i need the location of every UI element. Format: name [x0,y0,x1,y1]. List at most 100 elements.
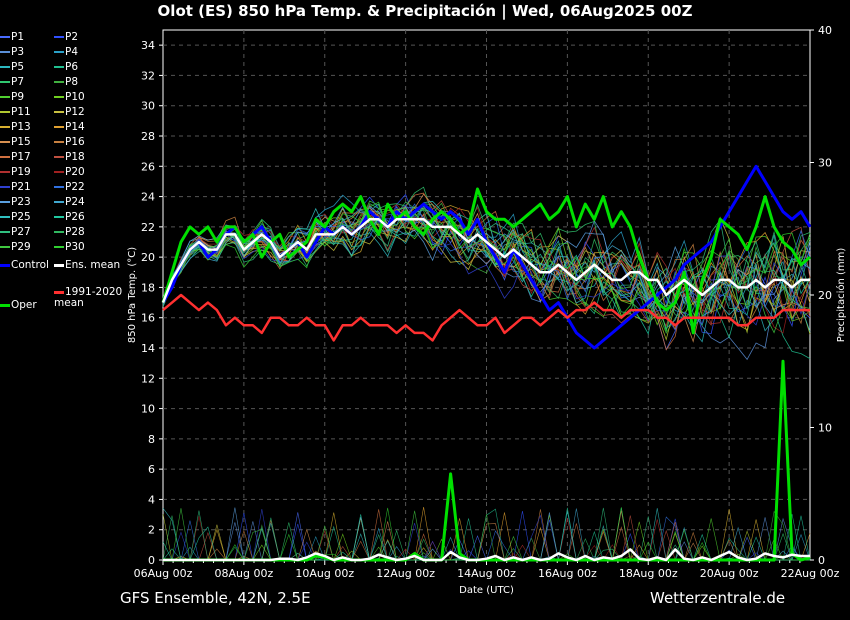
legend-item-control: Control [0,258,49,272]
legend-item-p16: P16 [54,135,85,149]
legend-item-p1: P1 [0,30,24,44]
legend-swatch [54,81,64,83]
legend-swatch [54,171,64,173]
chart-title: Olot (ES) 850 hPa Temp. & Precipitación … [157,2,693,20]
legend-swatch [0,111,10,113]
legend-label: P14 [65,121,85,133]
legend-item-oper: Oper [0,298,37,312]
legend-label: P8 [65,76,79,88]
y-tick-label: 4 [148,493,155,506]
legend-swatch [54,96,64,98]
legend-item-p12: P12 [54,105,85,119]
legend-item-p3: P3 [0,45,24,59]
legend-item-p2: P2 [54,30,78,44]
legend-item-p22: P22 [54,180,85,194]
y-tick-label: 14 [141,342,155,355]
legend-item-p30: P30 [54,240,85,254]
legend-item-p23: P23 [0,195,31,209]
legend-label: Ens. mean [65,259,121,271]
legend-item-p28: P28 [54,225,85,239]
legend-label: P10 [65,91,85,103]
legend-swatch [0,126,10,128]
legend-swatch [0,246,10,248]
legend-item-p8: P8 [54,75,78,89]
legend-swatch [0,201,10,203]
x-tick-label: 10Aug 00z [295,567,354,580]
legend-label: P12 [65,106,85,118]
x-tick-label: 16Aug 00z [538,567,597,580]
legend-item-p25: P25 [0,210,31,224]
legend-label: P24 [65,196,85,208]
y-tick-label: 24 [141,191,155,204]
legend-swatch [54,51,64,53]
legend-label: P25 [11,211,31,223]
x-tick-label: 22Aug 00z [781,567,840,580]
member-line-p6 [162,203,811,359]
x-axis-label: Date (UTC) [459,585,514,596]
legend-item-p13: P13 [0,120,31,134]
y-tick-label: 20 [141,251,155,264]
legend-label: P16 [65,136,85,148]
legend-label: P9 [11,91,25,103]
legend-swatch [0,231,10,233]
legend-item-p29: P29 [0,240,31,254]
series-line-ens-mean [161,218,810,304]
member-line-p21 [162,204,811,332]
legend-label: Oper [11,299,37,311]
legend-swatch [54,263,64,267]
member-line-p22 [162,203,811,312]
legend-item-p18: P18 [54,150,85,164]
legend-label: P2 [65,31,79,43]
legend-item-p10: P10 [54,90,85,104]
legend-label: P23 [11,196,31,208]
legend-item-ens-mean: Ens. mean [54,258,120,272]
legend-item-p11: P11 [0,105,31,119]
legend-item-p26: P26 [54,210,85,224]
legend-item-p27: P27 [0,225,31,239]
legend-swatch [0,81,10,83]
legend-item-p9: P9 [0,90,24,104]
legend-swatch [0,66,10,68]
legend-label: P21 [11,181,31,193]
legend-swatch [0,36,10,38]
y-tick-label: 6 [148,463,155,476]
x-tick-label: 20Aug 00z [700,567,759,580]
y-axis-label: 850 hPa Temp. (°C) [127,247,138,343]
legend-label: P18 [65,151,85,163]
y2-tick-label: 40 [818,24,832,37]
x-tick-label: 12Aug 00z [376,567,435,580]
chart-legend: P1 P2 P3 P4 P5 P6 P7 P8 P9 P10 P11 P12 P13 P14 P15 P16 P… [0,30,135,320]
y-tick-label: 22 [141,221,155,234]
legend-swatch [54,126,64,128]
legend-label: P11 [11,106,31,118]
legend-swatch [0,186,10,188]
y2-tick-label: 10 [818,422,832,435]
legend-item-p21: P21 [0,180,31,194]
legend-label: P27 [11,226,31,238]
legend-swatch [54,36,64,38]
legend-swatch [54,216,64,218]
series-line-1991-2020-mean [162,293,810,342]
legend-item-p24: P24 [54,195,85,209]
legend-swatch [54,66,64,68]
legend-item-p5: P5 [0,60,24,74]
legend-swatch [54,141,64,143]
legend-label: P15 [11,136,31,148]
legend-swatch [0,51,10,53]
legend-item-p17: P17 [0,150,31,164]
y-tick-label: 34 [141,39,155,52]
y-tick-label: 18 [141,281,155,294]
y-tick-label: 12 [141,372,155,385]
legend-label: P30 [65,241,85,253]
legend-label: P19 [11,166,31,178]
legend-item-p7: P7 [0,75,24,89]
legend-swatch [0,171,10,173]
legend-label: P22 [65,181,85,193]
y-tick-label: 30 [141,100,155,113]
legend-item-p15: P15 [0,135,31,149]
y2-tick-label: 30 [818,157,832,170]
y-tick-label: 0 [148,554,155,567]
legend-swatch [0,263,10,267]
member-line-p3 [162,207,811,361]
legend-swatch [54,156,64,158]
